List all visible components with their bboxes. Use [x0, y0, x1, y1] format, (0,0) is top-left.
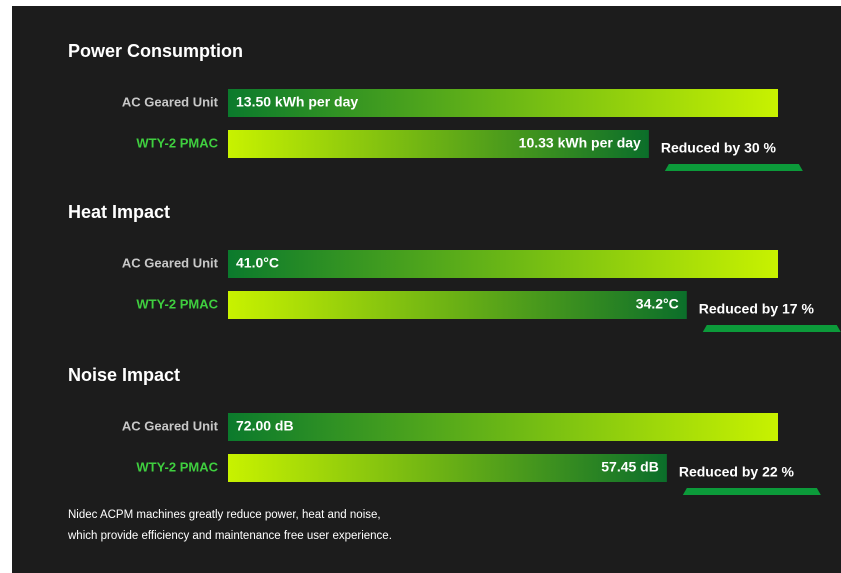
reduction-underline: [682, 488, 821, 495]
row-label: WTY-2 PMAC: [136, 135, 218, 150]
section-title: Noise Impact: [68, 365, 180, 385]
footnote: Nidec ACPM machines greatly reduce power…: [68, 509, 381, 521]
bar: [228, 89, 778, 117]
row-label: AC Geared Unit: [122, 418, 219, 433]
value-label: 10.33 kWh per day: [519, 135, 641, 151]
value-label: 41.0°C: [236, 255, 279, 271]
row-label: WTY-2 PMAC: [136, 459, 218, 474]
bar: [228, 413, 778, 441]
bar: [228, 130, 649, 158]
reduction: Reduced by 30 %: [661, 140, 777, 156]
section-title: Power Consumption: [68, 41, 243, 61]
value-label: 72.00 dB: [236, 418, 294, 434]
section-title: Heat Impact: [68, 202, 170, 222]
footnote: which provide efficiency and maintenance…: [67, 530, 392, 542]
bar: [228, 454, 667, 482]
row-label: AC Geared Unit: [122, 94, 219, 109]
value-label: 34.2°C: [636, 296, 679, 312]
reduction-underline: [664, 164, 803, 171]
bar: [228, 291, 687, 319]
row-label: WTY-2 PMAC: [136, 296, 218, 311]
reduction-underline: [702, 325, 841, 332]
value-label: 57.45 dB: [601, 459, 659, 475]
bar: [228, 250, 778, 278]
value-label: 13.50 kWh per day: [236, 94, 358, 110]
reduction: Reduced by 22 %: [679, 464, 795, 480]
row-label: AC Geared Unit: [122, 255, 219, 270]
reduction: Reduced by 17 %: [699, 301, 815, 317]
